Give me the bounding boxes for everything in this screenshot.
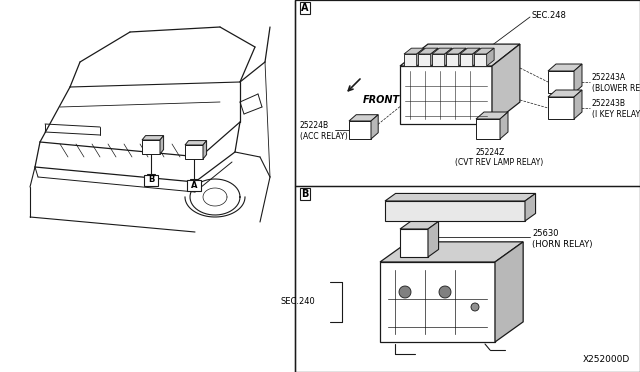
Polygon shape	[428, 221, 438, 257]
Polygon shape	[500, 112, 508, 139]
Polygon shape	[185, 141, 207, 145]
Polygon shape	[142, 140, 160, 154]
Text: (HORN RELAY): (HORN RELAY)	[532, 240, 593, 248]
Text: B: B	[148, 176, 154, 185]
Polygon shape	[548, 71, 574, 93]
Polygon shape	[418, 48, 438, 54]
Polygon shape	[474, 48, 494, 54]
Polygon shape	[380, 242, 523, 262]
Text: 25224B: 25224B	[300, 121, 329, 129]
Polygon shape	[349, 115, 378, 121]
Polygon shape	[548, 97, 574, 119]
Bar	[144, 175, 158, 186]
Bar	[187, 180, 201, 191]
Polygon shape	[474, 54, 486, 66]
Polygon shape	[460, 48, 480, 54]
Polygon shape	[446, 48, 466, 54]
Polygon shape	[459, 48, 466, 66]
Text: A: A	[301, 3, 308, 13]
Polygon shape	[203, 141, 207, 159]
Text: (BLOWER RELAY): (BLOWER RELAY)	[592, 84, 640, 93]
Text: SEC.248: SEC.248	[532, 12, 567, 20]
Text: X252000D: X252000D	[583, 355, 630, 364]
Polygon shape	[371, 115, 378, 139]
Text: SEC.240: SEC.240	[280, 298, 315, 307]
Text: 252243A: 252243A	[592, 74, 626, 83]
Text: (I KEY RELAY): (I KEY RELAY)	[592, 110, 640, 119]
Text: (ACC RELAY): (ACC RELAY)	[300, 131, 348, 141]
Polygon shape	[400, 221, 438, 229]
Text: FRONT: FRONT	[363, 95, 400, 105]
Polygon shape	[160, 136, 164, 154]
Polygon shape	[574, 64, 582, 93]
Text: 252243B: 252243B	[592, 99, 626, 109]
Circle shape	[399, 286, 411, 298]
Polygon shape	[400, 229, 428, 257]
Polygon shape	[492, 44, 520, 124]
Polygon shape	[548, 90, 582, 97]
Text: A: A	[191, 180, 197, 189]
Polygon shape	[431, 48, 438, 66]
Polygon shape	[432, 48, 452, 54]
Polygon shape	[548, 64, 582, 71]
Polygon shape	[525, 193, 536, 221]
Polygon shape	[400, 44, 520, 66]
Polygon shape	[404, 48, 424, 54]
Bar	[295, 0, 640, 186]
Text: 25630: 25630	[532, 228, 559, 237]
Polygon shape	[185, 145, 203, 159]
Polygon shape	[385, 201, 525, 221]
Polygon shape	[445, 48, 452, 66]
Polygon shape	[385, 193, 536, 201]
Circle shape	[439, 286, 451, 298]
Polygon shape	[574, 90, 582, 119]
Polygon shape	[476, 119, 500, 139]
Polygon shape	[400, 66, 492, 124]
Polygon shape	[349, 121, 371, 139]
Polygon shape	[380, 262, 495, 342]
Polygon shape	[486, 48, 494, 66]
Polygon shape	[142, 136, 164, 140]
Text: 25224Z: 25224Z	[476, 148, 505, 157]
Polygon shape	[418, 54, 431, 66]
Polygon shape	[417, 48, 424, 66]
Circle shape	[471, 303, 479, 311]
Polygon shape	[404, 54, 417, 66]
Bar	[295, 186, 640, 372]
Text: B: B	[301, 189, 308, 199]
Polygon shape	[476, 112, 508, 119]
Text: (CVT REV LAMP RELAY): (CVT REV LAMP RELAY)	[455, 158, 543, 167]
Polygon shape	[495, 242, 523, 342]
Polygon shape	[432, 54, 445, 66]
Polygon shape	[460, 54, 473, 66]
Polygon shape	[473, 48, 480, 66]
Polygon shape	[446, 54, 459, 66]
